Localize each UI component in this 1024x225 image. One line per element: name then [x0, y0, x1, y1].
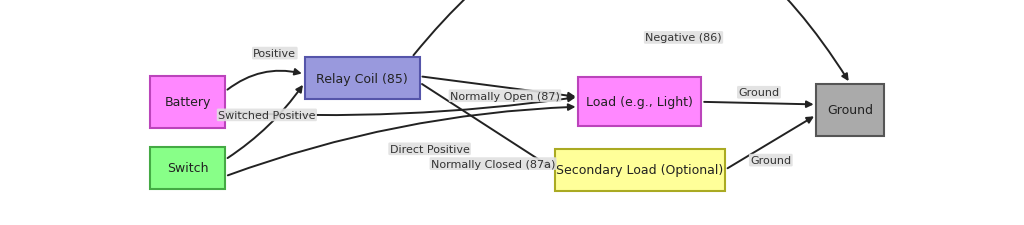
Text: Switch: Switch [167, 162, 208, 175]
FancyBboxPatch shape [555, 149, 725, 191]
FancyBboxPatch shape [150, 76, 225, 128]
FancyBboxPatch shape [816, 84, 884, 136]
Text: Direct Positive: Direct Positive [389, 144, 470, 154]
Text: Load (e.g., Light): Load (e.g., Light) [587, 96, 693, 109]
Text: Switched Positive: Switched Positive [218, 110, 315, 120]
Text: Ground: Ground [827, 104, 873, 117]
FancyBboxPatch shape [304, 58, 420, 100]
Text: Negative (86): Negative (86) [645, 33, 722, 43]
Text: Normally Open (87): Normally Open (87) [450, 91, 560, 101]
FancyBboxPatch shape [150, 147, 225, 189]
Text: Ground: Ground [751, 155, 792, 165]
Text: Positive: Positive [253, 49, 296, 59]
FancyBboxPatch shape [579, 78, 701, 127]
Text: Secondary Load (Optional): Secondary Load (Optional) [556, 163, 724, 176]
Text: Relay Coil (85): Relay Coil (85) [316, 72, 408, 86]
Text: Normally Closed (87a): Normally Closed (87a) [431, 159, 555, 169]
Text: Battery: Battery [164, 96, 211, 109]
Text: Ground: Ground [738, 88, 779, 98]
